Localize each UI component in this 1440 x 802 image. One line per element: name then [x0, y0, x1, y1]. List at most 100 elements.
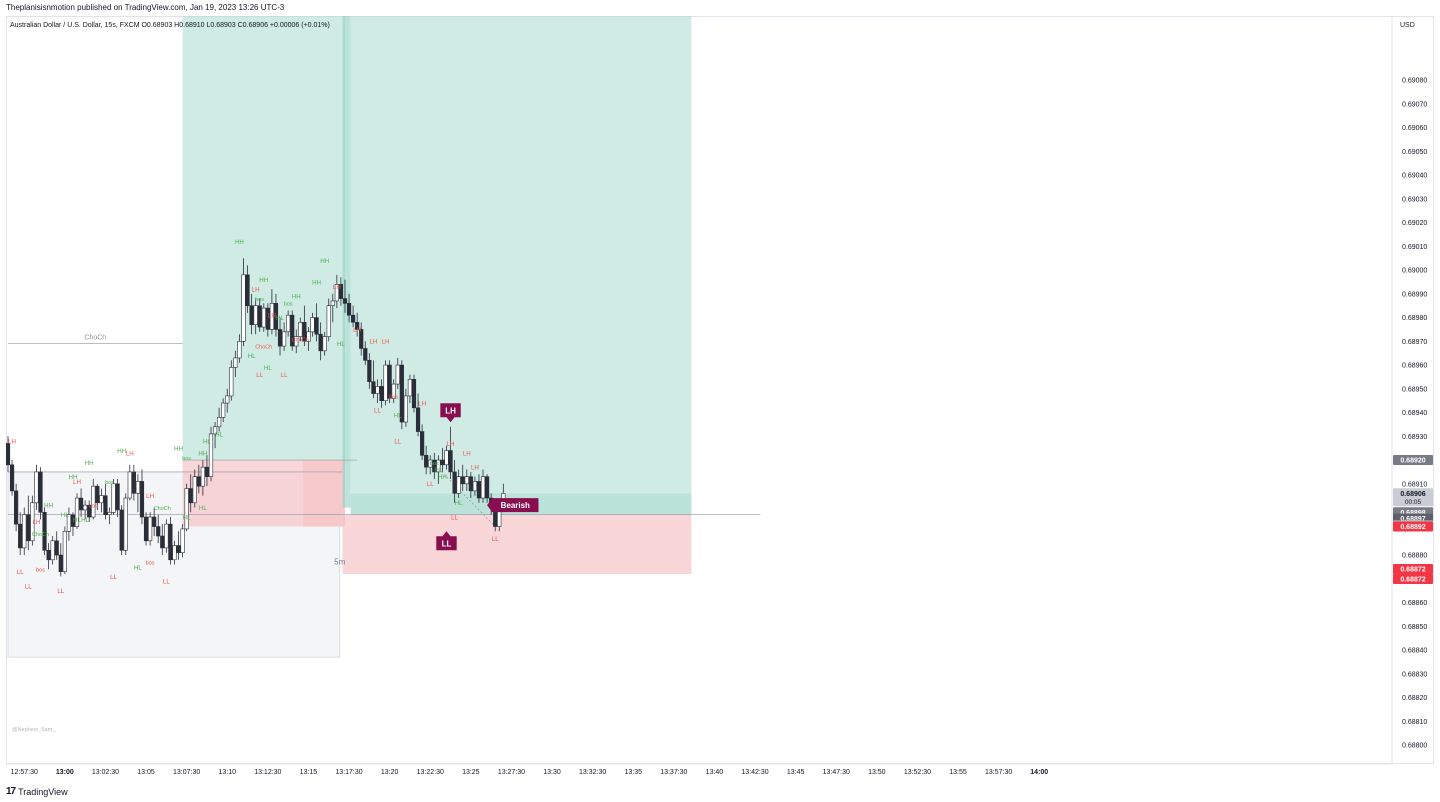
candle[interactable] [196, 464, 201, 494]
candle[interactable] [440, 448, 445, 472]
signal-marker[interactable]: Bearish [487, 498, 539, 513]
candle[interactable] [314, 303, 319, 342]
candle[interactable] [281, 322, 287, 351]
loss-zone[interactable] [303, 460, 345, 527]
candle[interactable] [399, 360, 404, 430]
candle[interactable] [103, 483, 108, 520]
candle[interactable] [135, 474, 141, 513]
candle[interactable] [119, 505, 124, 556]
candle[interactable] [50, 536, 55, 565]
candle[interactable] [456, 469, 461, 499]
candle[interactable] [26, 495, 31, 551]
candle[interactable] [371, 360, 376, 399]
candle[interactable] [38, 467, 43, 520]
candle[interactable] [359, 322, 364, 356]
candle[interactable] [42, 507, 47, 556]
tradingview-logo[interactable]: 17 TradingView [6, 786, 68, 797]
candle[interactable] [192, 469, 197, 508]
candle[interactable] [407, 374, 413, 404]
candle[interactable] [273, 293, 279, 337]
candle[interactable] [143, 512, 149, 546]
candle[interactable] [367, 353, 372, 389]
candle[interactable] [9, 460, 15, 496]
candle[interactable] [444, 445, 449, 470]
candle[interactable] [290, 310, 295, 351]
candle[interactable] [176, 531, 181, 560]
candle[interactable] [318, 322, 323, 361]
candle[interactable] [334, 274, 339, 309]
candle[interactable] [249, 293, 254, 335]
candle[interactable] [302, 305, 307, 347]
candle[interactable] [338, 277, 344, 306]
candle[interactable] [322, 331, 327, 356]
candle[interactable] [221, 398, 226, 423]
candle[interactable] [22, 507, 27, 556]
candle[interactable] [298, 317, 303, 342]
candle[interactable] [355, 312, 360, 337]
candle[interactable] [294, 329, 299, 354]
candle[interactable] [424, 445, 429, 475]
candle[interactable] [237, 334, 242, 363]
candle[interactable] [350, 305, 356, 328]
candle[interactable] [383, 360, 388, 406]
candle[interactable] [139, 469, 145, 525]
candle[interactable] [452, 460, 457, 503]
candle[interactable] [245, 265, 250, 313]
candle[interactable] [78, 488, 84, 518]
candle[interactable] [233, 350, 238, 377]
candle[interactable] [34, 464, 39, 510]
candle[interactable] [66, 507, 71, 541]
candle[interactable] [269, 289, 275, 335]
candle[interactable] [54, 531, 59, 560]
candle[interactable] [62, 526, 67, 575]
candle[interactable] [257, 298, 262, 332]
profit-dark-zone[interactable] [342, 16, 351, 508]
candle[interactable] [436, 455, 441, 484]
candle[interactable] [200, 460, 205, 496]
candle[interactable] [95, 483, 100, 510]
candle[interactable] [428, 455, 433, 475]
candle[interactable] [326, 298, 331, 342]
signal-marker[interactable]: LL [436, 531, 457, 551]
time-axis[interactable]: 12:57:30 13:00 13:02:30 13:05 13:07:30 13:10 1… [6, 763, 1392, 776]
candle[interactable] [286, 310, 291, 337]
candle[interactable] [472, 476, 478, 496]
candle[interactable] [342, 279, 348, 313]
candle[interactable] [184, 483, 189, 532]
candle[interactable] [387, 360, 392, 404]
candle[interactable] [14, 483, 19, 532]
candle[interactable] [468, 471, 473, 499]
candle[interactable] [395, 357, 400, 389]
candle[interactable] [432, 452, 437, 480]
candle[interactable] [30, 495, 35, 546]
candle[interactable] [480, 469, 486, 503]
candle[interactable] [460, 464, 465, 491]
candle[interactable] [160, 524, 165, 556]
candle[interactable] [131, 464, 136, 501]
candle[interactable] [229, 360, 234, 401]
candle[interactable] [241, 258, 246, 347]
candle[interactable] [330, 293, 335, 323]
candle[interactable] [448, 426, 453, 480]
price-axis[interactable]: USD 0.69080 0.69070 0.69060 0.69050 0.69040 0.… [1391, 16, 1433, 764]
candle[interactable] [46, 543, 51, 570]
candle[interactable] [306, 327, 311, 351]
candle[interactable] [91, 479, 96, 520]
candle[interactable] [107, 507, 112, 525]
candle[interactable] [363, 341, 368, 366]
profit-zone[interactable] [182, 16, 345, 461]
candle[interactable] [403, 388, 408, 427]
candle[interactable] [148, 512, 153, 546]
candle[interactable] [415, 393, 421, 437]
candle[interactable] [180, 524, 185, 558]
candle[interactable] [310, 312, 315, 337]
candle[interactable] [123, 493, 128, 556]
candle[interactable] [74, 493, 80, 529]
candle[interactable] [346, 293, 352, 323]
candle[interactable] [265, 303, 270, 337]
loss-zone[interactable] [342, 514, 692, 575]
candle[interactable] [379, 379, 384, 408]
candle[interactable] [212, 422, 218, 449]
